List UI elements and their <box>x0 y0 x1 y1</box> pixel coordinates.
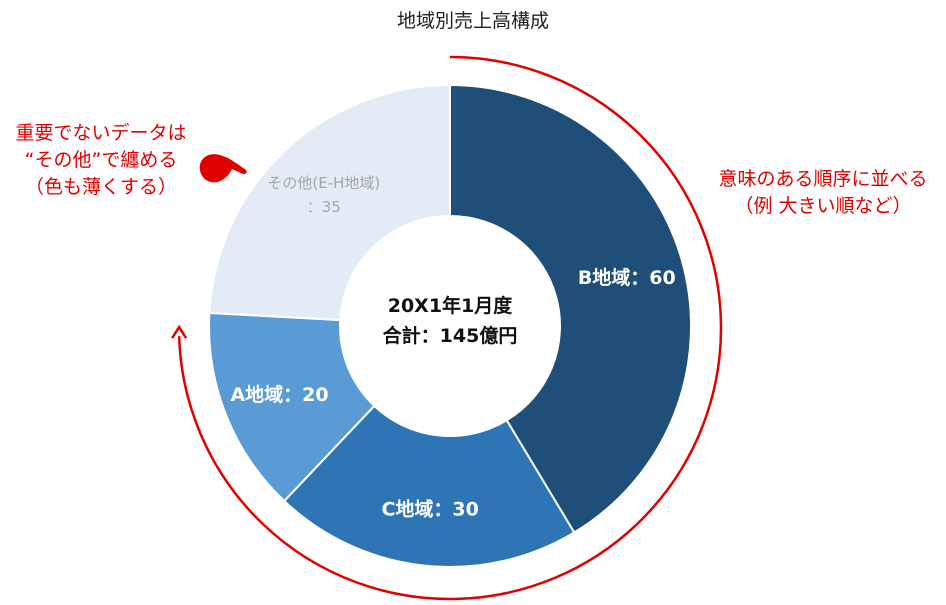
slice-label-0: B地域：60 <box>578 266 676 289</box>
clockwise-arrow-icon <box>177 55 723 601</box>
right-note-line: （例 大きい順など） <box>734 195 912 217</box>
right-note-line: 意味のある順序に並べる <box>718 168 928 190</box>
slice-2 <box>208 311 376 503</box>
center-label-total: 合計：145億円 <box>383 324 518 347</box>
left-note-line: “その他”で纏める <box>24 149 178 171</box>
left-note-line: 重要でないデータは <box>15 122 187 144</box>
arrow-head <box>171 324 188 339</box>
slice-label-2: A地域：20 <box>230 383 328 406</box>
left-annotation: 重要でないデータは “その他”で纏める （色も薄くする） <box>6 120 196 201</box>
chart-title: 地域別売上高構成 <box>396 10 549 32</box>
left-note-line: （色も薄くする） <box>24 176 177 198</box>
slice-label-1: C地域：30 <box>381 497 478 520</box>
right-annotation: 意味のある順序に並べる （例 大きい順など） <box>700 166 946 220</box>
slice-0 <box>449 83 692 534</box>
slice-label-3: その他(E-H地域)：35 <box>267 174 380 216</box>
slice-1 <box>282 404 576 568</box>
center-label-period: 20X1年1月度 <box>388 294 514 317</box>
pointing-hand-icon <box>199 154 247 183</box>
slice-3 <box>208 83 451 322</box>
